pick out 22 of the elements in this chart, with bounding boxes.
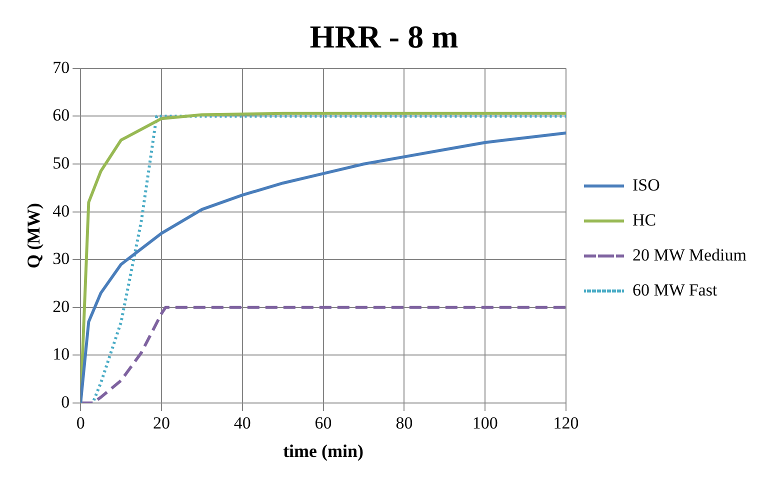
y-tick-label: 70 [52,58,70,77]
x-tick-label: 20 [153,414,170,433]
y-tick-label: 0 [61,392,70,412]
x-tick-label: 100 [472,414,498,433]
legend-label: 60 MW Fast [632,280,718,300]
legend-label: 20 MW Medium [632,245,746,264]
y-tick-label: 50 [52,153,70,172]
x-tick-label: 120 [553,414,579,433]
y-tick-label: 60 [52,106,70,125]
y-tick-label: 30 [52,249,70,268]
y-axis-title: Q (MW) [23,202,44,268]
x-tick-label: 0 [76,414,85,433]
x-tick-label: 60 [314,414,332,433]
chart-title: HRR - 8 m [310,18,459,54]
legend-label: ISO [632,175,660,194]
x-tick-label: 40 [234,414,251,433]
y-tick-label: 40 [52,201,70,220]
y-tick-label: 10 [52,344,70,364]
x-axis-title: time (min) [283,440,364,461]
y-tick-label: 20 [52,296,70,316]
x-tick-label: 80 [396,414,413,433]
legend-label: HC [632,210,656,230]
